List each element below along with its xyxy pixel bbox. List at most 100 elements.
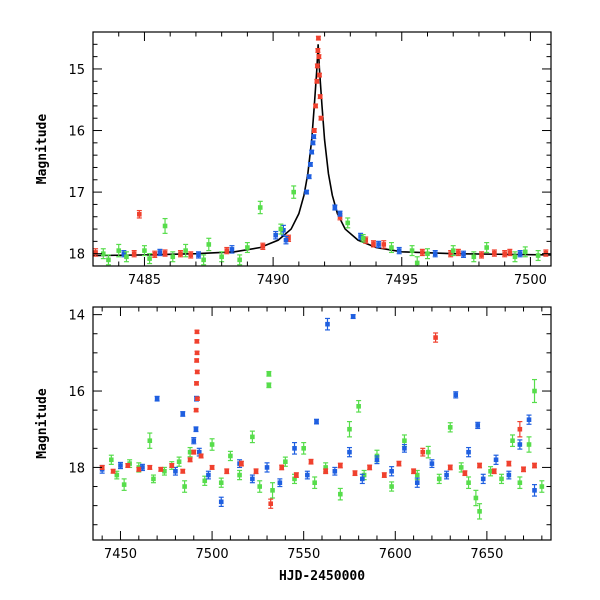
data-point — [466, 476, 472, 490]
data-point — [264, 462, 270, 473]
data-point — [374, 455, 380, 465]
data-point — [278, 223, 284, 235]
data-point — [227, 450, 233, 462]
data-point — [543, 249, 549, 257]
data-point — [484, 242, 490, 254]
top-model-curve — [93, 44, 551, 257]
bottom-x-tick-label: 7500 — [196, 547, 229, 562]
top-y-tick-label: 16 — [68, 125, 85, 140]
data-point — [414, 477, 420, 488]
data-point — [193, 407, 199, 413]
data-point — [93, 248, 99, 257]
data-point — [429, 459, 435, 469]
data-point — [360, 233, 366, 243]
data-point — [323, 468, 329, 475]
data-point — [532, 462, 538, 469]
data-point — [491, 249, 497, 257]
data-point — [425, 445, 431, 459]
data-point — [526, 436, 532, 453]
data-point — [539, 480, 545, 493]
data-point — [367, 464, 373, 471]
data-point — [194, 381, 200, 386]
data-point — [314, 63, 320, 69]
data-point — [314, 78, 320, 84]
top-x-ticks — [92, 32, 531, 266]
top-y-ticks — [93, 31, 551, 267]
top-plot-area — [93, 35, 551, 266]
data-point — [491, 468, 497, 475]
data-point — [314, 418, 320, 425]
data-point — [436, 473, 442, 485]
data-point — [381, 240, 387, 249]
data-point — [471, 251, 477, 263]
data-point — [237, 254, 243, 266]
data-point — [389, 466, 395, 477]
data-point — [110, 468, 116, 474]
data-point — [332, 466, 338, 476]
data-point — [401, 443, 407, 453]
data-point — [313, 103, 319, 109]
data-point — [310, 140, 316, 146]
data-point — [224, 246, 230, 255]
data-point — [479, 251, 485, 259]
data-point — [512, 251, 518, 263]
bottom-x-ticks — [101, 307, 543, 540]
data-point — [99, 464, 105, 470]
bottom-plot-area — [99, 314, 545, 520]
data-point — [116, 243, 122, 258]
top-x-tick-label: 7490 — [257, 273, 290, 288]
data-point — [493, 454, 499, 465]
data-point — [292, 441, 298, 455]
data-point — [350, 314, 356, 320]
data-point — [201, 254, 207, 266]
data-point — [123, 251, 129, 263]
data-point — [187, 446, 193, 458]
data-point — [105, 254, 111, 266]
data-point — [337, 462, 343, 469]
data-point — [194, 396, 200, 401]
top-x-tick-label: 7495 — [385, 273, 418, 288]
data-point — [158, 466, 164, 472]
data-point — [198, 453, 204, 459]
data-point — [535, 250, 541, 262]
data-point — [125, 463, 131, 469]
data-point — [424, 248, 430, 260]
data-point — [280, 224, 286, 236]
data-point — [317, 94, 323, 100]
bottom-series-red — [99, 329, 538, 509]
data-point — [209, 464, 215, 470]
data-point — [381, 472, 387, 478]
data-point — [420, 447, 426, 457]
data-point — [172, 466, 178, 476]
data-point — [396, 460, 402, 467]
data-point — [176, 456, 182, 467]
data-point — [266, 370, 272, 377]
data-point — [100, 248, 106, 260]
bottom-y-tick-label: 18 — [68, 461, 85, 476]
data-point — [249, 474, 255, 484]
data-point — [359, 473, 365, 485]
bottom-axes-frame — [92, 306, 552, 541]
data-point — [257, 480, 263, 493]
bottom-x-tick-label: 7600 — [379, 547, 412, 562]
data-point — [517, 476, 523, 490]
data-point — [315, 35, 321, 41]
data-point — [318, 115, 324, 121]
data-point — [177, 250, 183, 258]
data-point — [477, 503, 483, 520]
data-point — [475, 421, 481, 430]
data-point — [309, 149, 315, 155]
data-point — [194, 339, 200, 344]
data-point — [218, 477, 224, 488]
data-point — [345, 217, 351, 229]
data-point — [332, 204, 338, 211]
data-point — [450, 245, 456, 257]
data-point — [291, 185, 297, 199]
data-point — [488, 466, 494, 477]
data-point — [316, 54, 322, 60]
data-point — [480, 473, 486, 485]
data-point — [409, 245, 415, 257]
data-point — [521, 466, 527, 473]
data-point — [202, 475, 208, 486]
data-point — [466, 446, 472, 458]
